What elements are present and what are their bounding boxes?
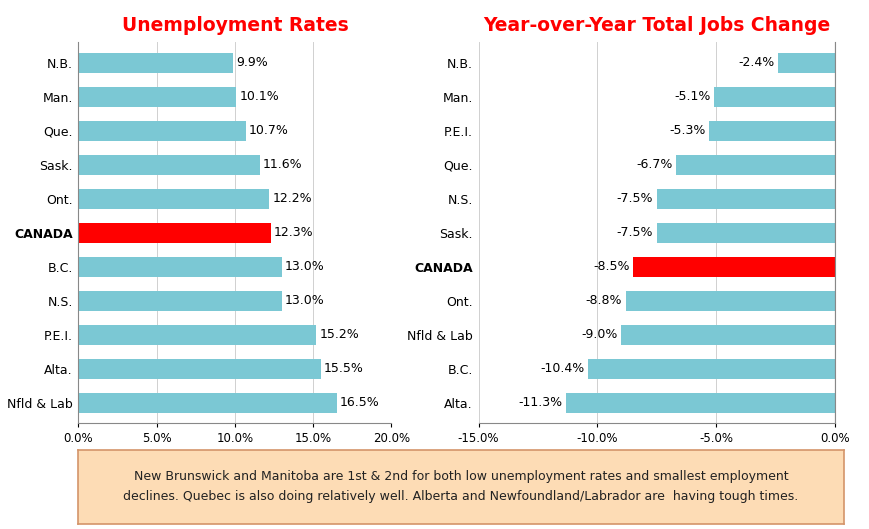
Text: -8.5%: -8.5% xyxy=(593,260,629,273)
Bar xyxy=(78,359,321,379)
Text: 15.5%: 15.5% xyxy=(324,362,363,375)
Bar xyxy=(587,359,834,379)
Text: 12.2%: 12.2% xyxy=(272,192,312,205)
Bar xyxy=(675,154,834,175)
Bar xyxy=(78,52,233,73)
Text: -5.1%: -5.1% xyxy=(673,90,709,103)
Text: 11.6%: 11.6% xyxy=(262,158,302,171)
Bar xyxy=(713,87,834,107)
Text: 12.3%: 12.3% xyxy=(274,226,314,239)
Text: -7.5%: -7.5% xyxy=(616,226,653,239)
Bar xyxy=(777,52,834,73)
Text: -7.5%: -7.5% xyxy=(616,192,653,205)
Text: 13.0%: 13.0% xyxy=(285,294,324,307)
Bar xyxy=(78,257,282,277)
Text: -8.8%: -8.8% xyxy=(585,294,621,307)
Text: -11.3%: -11.3% xyxy=(518,396,562,409)
Bar xyxy=(78,325,316,345)
Bar xyxy=(566,393,834,413)
Text: 10.7%: 10.7% xyxy=(249,124,289,137)
Text: New Brunswick and Manitoba are 1st & 2nd for both low unemployment rates and sma: New Brunswick and Manitoba are 1st & 2nd… xyxy=(123,470,798,503)
Text: -9.0%: -9.0% xyxy=(580,329,617,341)
Text: 16.5%: 16.5% xyxy=(340,396,379,409)
Text: 15.2%: 15.2% xyxy=(319,329,359,341)
Text: 13.0%: 13.0% xyxy=(285,260,324,273)
Bar xyxy=(620,325,834,345)
Bar xyxy=(78,393,336,413)
Text: -6.7%: -6.7% xyxy=(635,158,672,171)
Bar xyxy=(78,290,282,311)
Bar xyxy=(656,223,834,243)
Text: -5.3%: -5.3% xyxy=(668,124,705,137)
Text: -10.4%: -10.4% xyxy=(540,362,584,375)
Bar xyxy=(78,154,260,175)
Text: -2.4%: -2.4% xyxy=(738,56,773,69)
Title: Year-over-Year Total Jobs Change: Year-over-Year Total Jobs Change xyxy=(482,16,830,35)
Bar xyxy=(78,121,246,141)
Bar xyxy=(78,223,270,243)
Bar xyxy=(708,121,834,141)
Bar xyxy=(625,290,834,311)
Bar xyxy=(656,188,834,209)
Text: 9.9%: 9.9% xyxy=(236,56,268,69)
Bar xyxy=(78,188,269,209)
Title: Unemployment Rates: Unemployment Rates xyxy=(122,16,348,35)
Bar xyxy=(78,87,236,107)
Text: 10.1%: 10.1% xyxy=(239,90,279,103)
Bar xyxy=(633,257,834,277)
